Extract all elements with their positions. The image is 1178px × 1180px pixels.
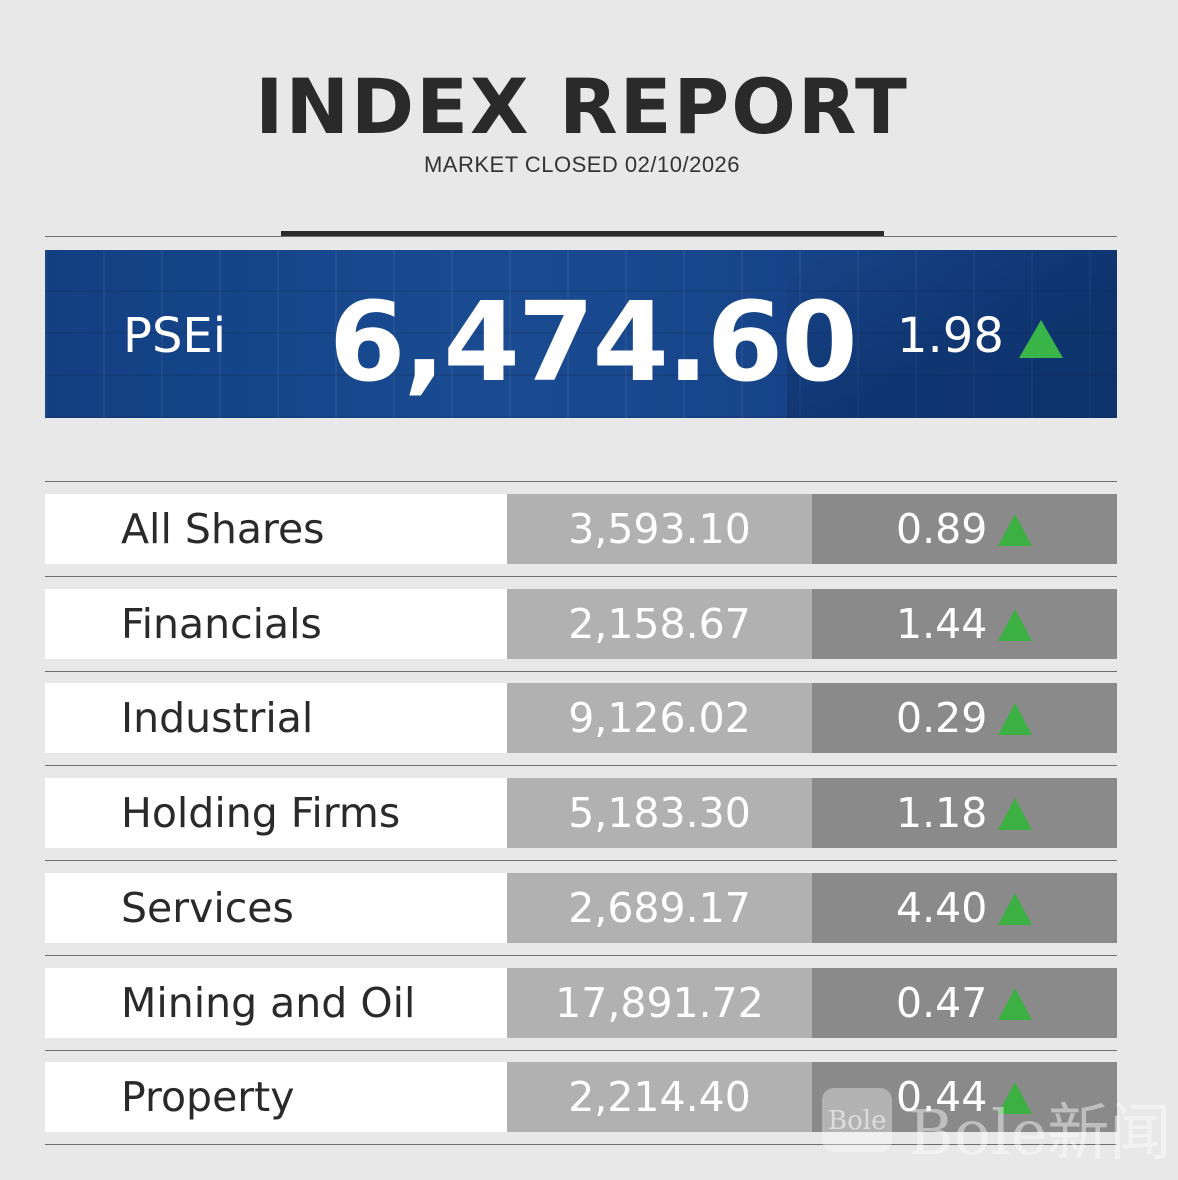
index-change: 4.40	[812, 873, 1117, 943]
up-arrow-icon	[998, 893, 1032, 925]
table-row: All Shares 3,593.10 0.89	[45, 494, 1117, 564]
index-change: 0.47	[812, 968, 1117, 1038]
index-change: 0.44	[812, 1062, 1117, 1132]
table-row: Services 2,689.17 4.40	[45, 873, 1117, 943]
up-arrow-icon	[998, 988, 1032, 1020]
index-change-value: 1.44	[896, 600, 988, 648]
index-value: 3,593.10	[507, 494, 812, 564]
table-row: Industrial 9,126.02 0.29	[45, 683, 1117, 753]
index-value: 17,891.72	[507, 968, 812, 1038]
index-value: 5,183.30	[507, 778, 812, 848]
divider	[45, 576, 1117, 577]
up-arrow-icon	[998, 1082, 1032, 1114]
table-row: Financials 2,158.67 1.44	[45, 589, 1117, 659]
index-name: Mining and Oil	[45, 968, 507, 1038]
index-change-value: 0.89	[896, 505, 988, 553]
up-arrow-icon	[998, 703, 1032, 735]
table-row: Property 2,214.40 0.44	[45, 1062, 1117, 1132]
index-name: Services	[45, 873, 507, 943]
title-underline	[281, 231, 884, 236]
index-value: 2,158.67	[507, 589, 812, 659]
divider	[45, 481, 1117, 482]
report-title: INDEX REPORT	[255, 62, 909, 151]
market-status: MARKET CLOSED 02/10/2026	[423, 152, 741, 177]
up-arrow-icon	[998, 798, 1032, 830]
index-name: Industrial	[45, 683, 507, 753]
banner-background	[45, 250, 1117, 418]
index-name: All Shares	[45, 494, 507, 564]
psei-value: 6,474.60	[329, 278, 858, 406]
divider	[45, 671, 1117, 672]
up-arrow-icon	[998, 514, 1032, 546]
index-change: 1.44	[812, 589, 1117, 659]
psei-change: 1.98	[897, 308, 1004, 364]
index-change-value: 1.18	[896, 789, 988, 837]
psei-banner: PSEi 6,474.60 1.98	[45, 250, 1117, 418]
divider	[45, 1050, 1117, 1051]
index-name: Property	[45, 1062, 507, 1132]
index-name: Holding Firms	[45, 778, 507, 848]
divider	[45, 765, 1117, 766]
index-value: 2,214.40	[507, 1062, 812, 1132]
up-arrow-icon	[998, 609, 1032, 641]
divider	[45, 1144, 1117, 1145]
index-change: 0.89	[812, 494, 1117, 564]
index-change-value: 0.47	[896, 979, 988, 1027]
index-change-value: 0.44	[896, 1073, 988, 1121]
index-change: 0.29	[812, 683, 1117, 753]
index-change: 1.18	[812, 778, 1117, 848]
index-value: 9,126.02	[507, 683, 812, 753]
divider	[45, 860, 1117, 861]
index-change-value: 0.29	[896, 694, 988, 742]
index-name: Financials	[45, 589, 507, 659]
psei-label: PSEi	[123, 308, 227, 364]
table-row: Mining and Oil 17,891.72 0.47	[45, 968, 1117, 1038]
up-arrow-icon	[1019, 320, 1063, 358]
divider	[45, 955, 1117, 956]
index-value: 2,689.17	[507, 873, 812, 943]
table-row: Holding Firms 5,183.30 1.18	[45, 778, 1117, 848]
index-change-value: 4.40	[896, 884, 988, 932]
divider	[45, 236, 1117, 237]
